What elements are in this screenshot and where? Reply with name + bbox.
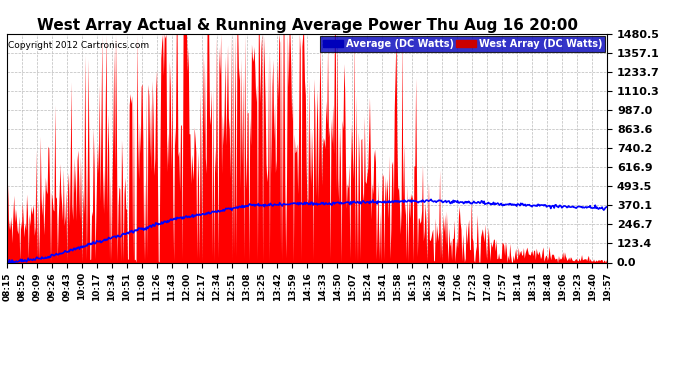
Legend: Average (DC Watts), West Array (DC Watts): Average (DC Watts), West Array (DC Watts… — [320, 36, 605, 51]
Title: West Array Actual & Running Average Power Thu Aug 16 20:00: West Array Actual & Running Average Powe… — [37, 18, 578, 33]
Text: Copyright 2012 Cartronics.com: Copyright 2012 Cartronics.com — [8, 40, 148, 50]
